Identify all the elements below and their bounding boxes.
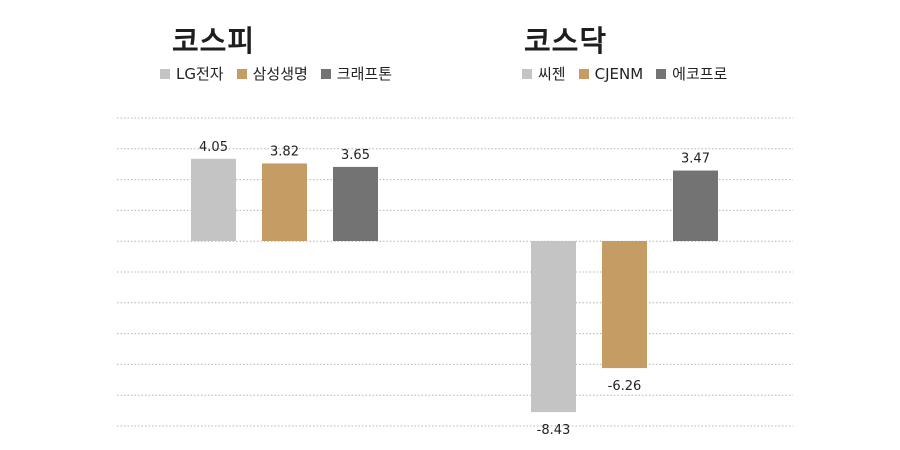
kospi-legend: LG전자 삼성생명 크래프톤 bbox=[160, 63, 405, 84]
legend-label: CJENM bbox=[594, 64, 644, 83]
legend-item: 삼성생명 bbox=[236, 63, 308, 84]
bar-에코프로 bbox=[673, 170, 718, 241]
bar-삼성생명 bbox=[262, 163, 307, 241]
legend-label: 씨젠 bbox=[538, 65, 566, 83]
legend-item: CJENM bbox=[578, 64, 644, 83]
legend-item: 씨젠 bbox=[522, 63, 566, 84]
legend-item: 에코프로 bbox=[656, 63, 727, 84]
legend-swatch bbox=[656, 68, 667, 79]
data-label: -8.43 bbox=[537, 423, 571, 438]
bar-CJENM bbox=[602, 241, 647, 369]
data-label: 3.47 bbox=[681, 152, 710, 167]
data-label: 3.82 bbox=[270, 144, 299, 159]
legend-item: LG전자 bbox=[160, 63, 224, 84]
kospi-chart-title: 코스피 bbox=[172, 24, 256, 58]
data-label: -6.26 bbox=[608, 379, 642, 394]
kosdaq-legend: 씨젠 CJENM 에코프로 bbox=[522, 63, 740, 84]
legend-label: 삼성생명 bbox=[252, 65, 308, 83]
legend-label: 크래프톤 bbox=[336, 65, 392, 83]
legend-swatch bbox=[320, 68, 331, 79]
legend-label: 에코프로 bbox=[672, 65, 728, 83]
bar-크래프톤 bbox=[333, 166, 378, 241]
bar-LG전자 bbox=[191, 158, 236, 241]
legend-swatch bbox=[160, 68, 170, 79]
legend-swatch bbox=[578, 68, 589, 79]
legend-item: 크래프톤 bbox=[320, 63, 392, 84]
legend-label: LG전자 bbox=[176, 65, 224, 83]
legend-swatch bbox=[522, 68, 532, 79]
bar-씨젠 bbox=[531, 241, 576, 413]
data-label: 3.65 bbox=[341, 148, 370, 163]
data-label: 4.05 bbox=[199, 140, 228, 155]
legend-swatch bbox=[236, 68, 247, 79]
kosdaq-chart-title: 코스닥 bbox=[524, 24, 608, 58]
